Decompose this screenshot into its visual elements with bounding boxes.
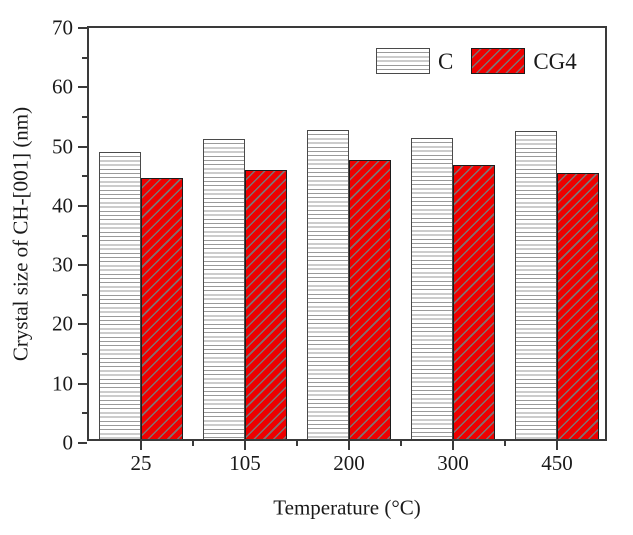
x-tick-label: 25 — [130, 451, 152, 475]
x-tick-label: 300 — [437, 451, 469, 475]
bar-c-25 — [99, 152, 141, 439]
y-tick-label: 70 — [52, 15, 73, 40]
legend-label-c: C — [438, 48, 454, 74]
x-axis-minor-tick — [400, 441, 402, 446]
bar-c-450 — [515, 131, 557, 439]
y-axis-major-tick — [78, 264, 87, 267]
bar-c-300 — [411, 137, 453, 439]
legend-swatch-c — [376, 48, 430, 74]
x-tick-label: 200 — [333, 451, 365, 475]
y-axis-major-tick — [78, 442, 87, 444]
y-axis-major-tick — [78, 323, 87, 326]
x-axis-minor-tick — [504, 441, 506, 446]
legend: C CG4 — [376, 48, 577, 74]
x-axis-minor-tick — [192, 441, 194, 446]
x-axis-major-tick — [556, 441, 558, 450]
y-axis-title: Crystal size of CH-[001] (nm) — [8, 106, 33, 362]
bar-cg4-105 — [245, 170, 287, 439]
y-axis-minor-tick — [82, 56, 87, 59]
x-axis-major-tick — [244, 441, 246, 450]
legend-swatch-cg4 — [471, 48, 526, 74]
y-axis-minor-tick — [82, 175, 87, 178]
bar-c-105 — [203, 139, 245, 439]
bar-cg4-450 — [557, 172, 599, 439]
y-axis-minor-tick — [82, 234, 87, 237]
y-tick-label: 30 — [52, 252, 73, 277]
x-axis-major-tick — [140, 441, 142, 450]
y-tick-label: 20 — [52, 311, 73, 336]
y-axis-major-tick — [78, 204, 87, 207]
legend-entry-cg4: CG4 — [471, 48, 577, 74]
x-axis-major-tick — [452, 441, 454, 450]
x-axis-minor-tick — [296, 441, 298, 446]
y-tick-label: 10 — [52, 371, 73, 396]
x-tick-label: 450 — [541, 451, 573, 475]
y-axis-major-tick — [78, 382, 87, 385]
y-axis-major-tick — [78, 86, 87, 89]
bar-cg4-300 — [453, 165, 495, 439]
bar-cg4-200 — [349, 160, 391, 439]
x-axis-major-tick — [348, 441, 350, 450]
y-axis-major-tick — [78, 27, 87, 29]
x-tick-label: 105 — [229, 451, 261, 475]
y-axis-minor-tick — [82, 115, 87, 118]
x-axis-title: Temperature (°C) — [273, 495, 421, 520]
bar-c-200 — [307, 129, 349, 439]
y-axis-minor-tick — [82, 353, 87, 356]
legend-entry-c: C — [376, 48, 453, 74]
bar-cg4-25 — [141, 178, 183, 439]
y-axis-major-tick — [78, 145, 87, 148]
legend-label-cg4: CG4 — [533, 48, 577, 74]
y-axis-minor-tick — [82, 293, 87, 296]
y-tick-label: 0 — [62, 430, 74, 455]
y-tick-label: 40 — [52, 193, 73, 218]
y-axis-minor-tick — [82, 412, 87, 415]
plot-area: C CG4 0 10 20 30 40 50 60 70 25 105 200 300 450 — [52, 17, 607, 474]
y-tick-label: 50 — [52, 134, 73, 159]
y-tick-label: 60 — [52, 74, 73, 99]
